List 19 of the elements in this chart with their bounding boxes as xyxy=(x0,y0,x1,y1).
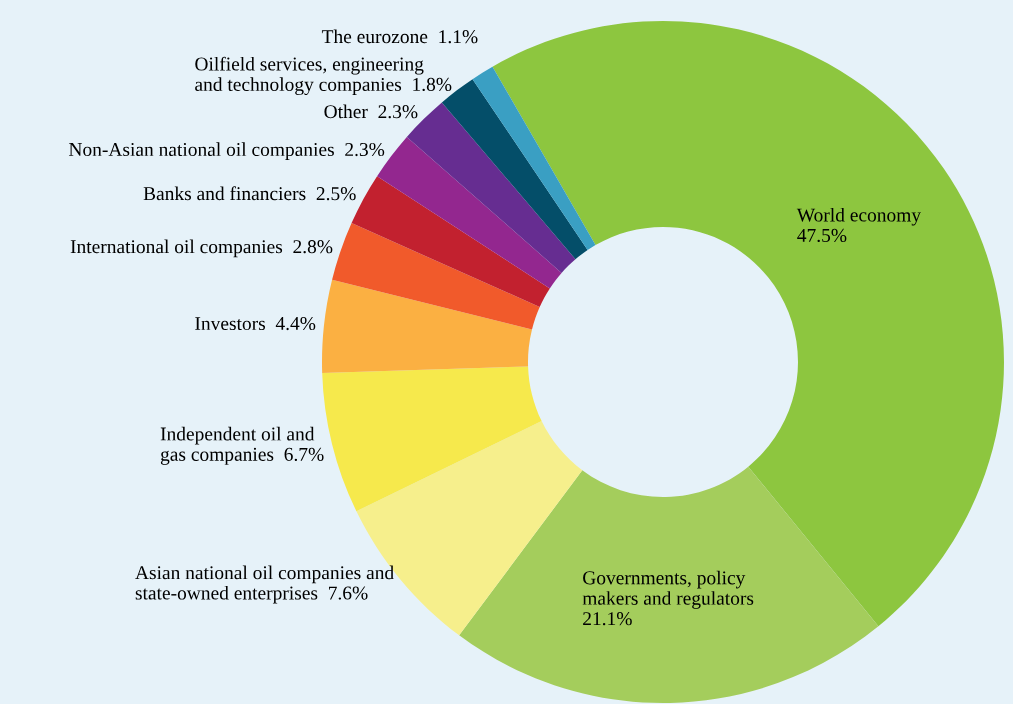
donut-slice xyxy=(492,21,1004,627)
donut-slice xyxy=(472,66,596,251)
slice-label: Investors 4.4% xyxy=(195,316,316,331)
donut-slice xyxy=(322,366,542,512)
donut-slice xyxy=(322,279,532,374)
slice-label: International oil companies 2.8% xyxy=(70,239,333,258)
slice-label: Asian national oil companies and state-owned enterprises 7.6% xyxy=(135,565,394,604)
slice-label: The eurozone 1.1% xyxy=(321,29,478,44)
slice-label: Other 2.3% xyxy=(324,104,418,119)
donut-slice xyxy=(459,466,879,703)
slice-label: Independent oil and gas companies 6.7% xyxy=(160,426,324,465)
data-label: 21.1% xyxy=(583,612,632,626)
data-label: 47.5% xyxy=(797,228,847,243)
slice-label: World economy xyxy=(796,207,921,226)
slice-label: Governments, policy makers and regulators xyxy=(582,570,754,609)
slice-label: Non-Asian national oil companies 2.3% xyxy=(68,142,385,160)
slice-label: Oilfield services, engineering and technology companies 1.8% xyxy=(195,56,452,95)
slice-label: Banks and financiers 2.5% xyxy=(143,186,356,201)
donut-slice xyxy=(332,223,540,330)
